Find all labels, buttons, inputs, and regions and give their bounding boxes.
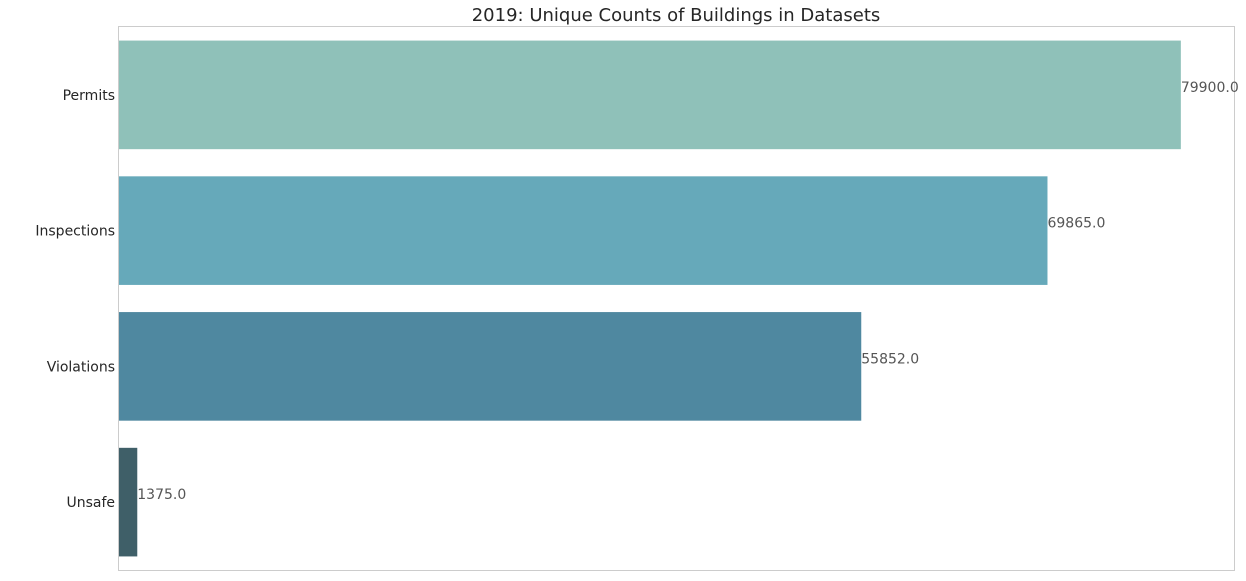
value-label-permits: 79900.0	[1181, 80, 1239, 96]
plot-area-frame	[118, 26, 1235, 571]
bar-inspections	[119, 176, 1048, 285]
value-labels-group: 79900.0 69865.0 55852.0 1375.0	[137, 80, 1238, 503]
category-label-permits: Permits	[63, 88, 115, 104]
value-label-unsafe: 1375.0	[137, 487, 186, 503]
category-label-inspections: Inspections	[35, 224, 115, 240]
category-label-violations: Violations	[47, 359, 115, 375]
bar-unsafe	[119, 447, 138, 557]
bars-group	[119, 40, 1181, 557]
category-labels-group: Permits Inspections Violations Unsafe	[35, 88, 115, 511]
bar-violations	[119, 312, 862, 421]
category-label-unsafe: Unsafe	[66, 495, 115, 511]
chart-title: 2019: Unique Counts of Buildings in Data…	[472, 5, 881, 26]
value-label-inspections: 69865.0	[1047, 216, 1105, 232]
bar-permits	[119, 40, 1181, 150]
value-label-violations: 55852.0	[861, 351, 919, 367]
